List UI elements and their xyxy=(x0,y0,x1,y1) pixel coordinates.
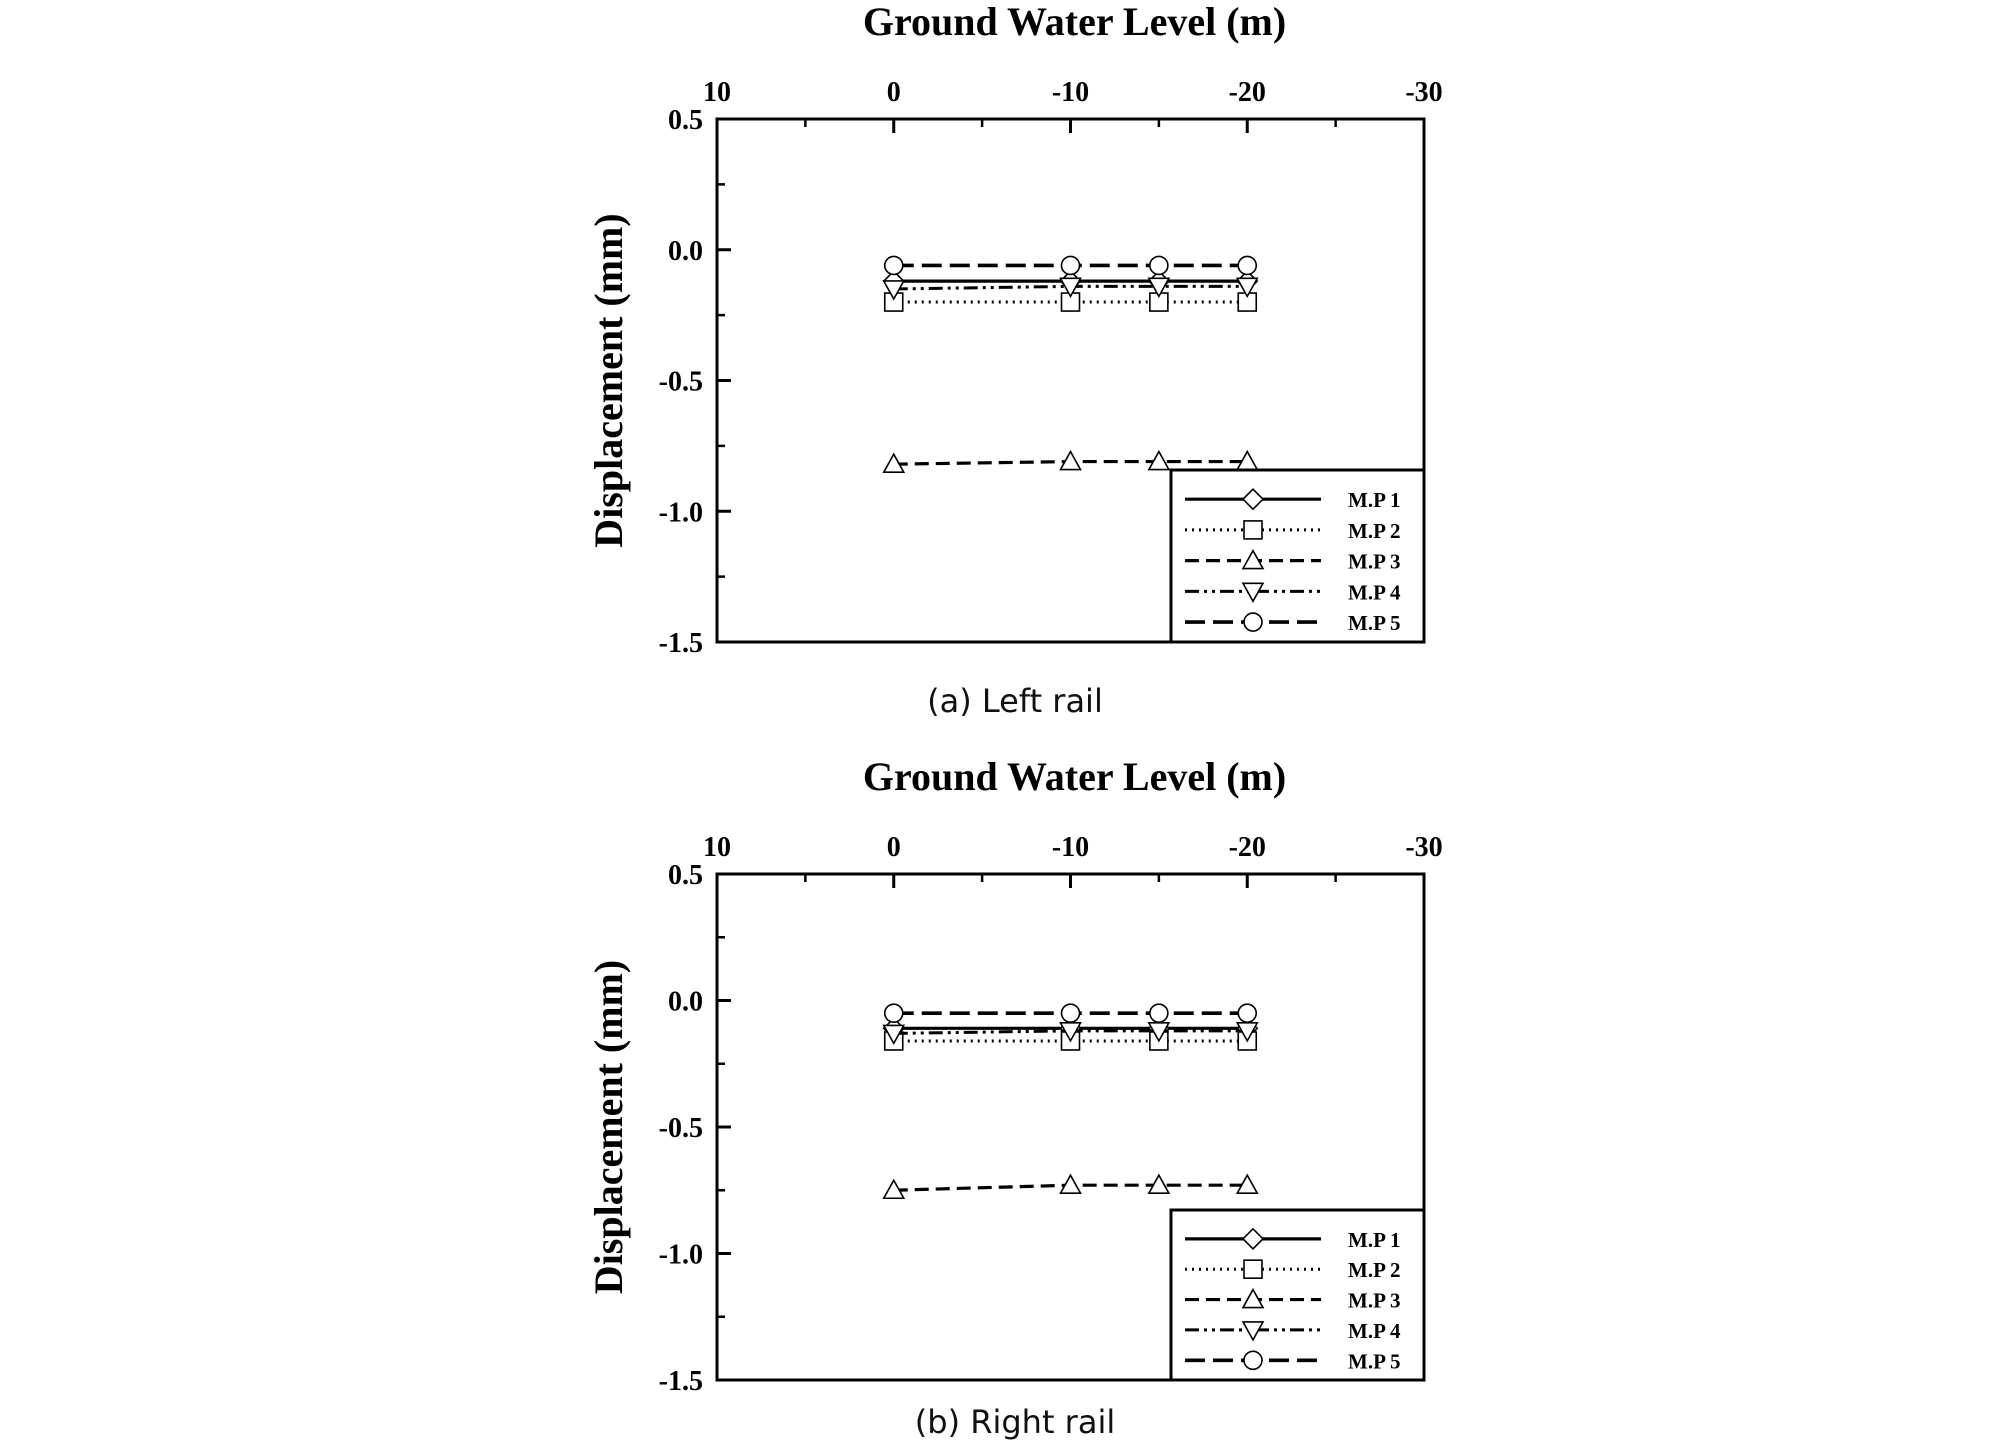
legend-marker xyxy=(1243,1350,1263,1371)
legend-item: M.P 3 xyxy=(1185,1287,1401,1313)
x-tick-label: -20 xyxy=(1229,832,1266,863)
legend-label: M.P 4 xyxy=(1348,580,1401,604)
legend-item: M.P 1 xyxy=(1185,488,1401,512)
legend-marker xyxy=(1241,1321,1265,1342)
y-tick-label: 0.5 xyxy=(668,860,703,891)
data-point-marker xyxy=(882,452,906,473)
top-axis-title: Ground Water Level (m) xyxy=(863,0,1286,44)
data-point-marker xyxy=(1060,1003,1081,1023)
legend-item: M.P 4 xyxy=(1185,580,1401,604)
legend-marker xyxy=(1243,520,1263,540)
legend-item: M.P 1 xyxy=(1185,1227,1401,1252)
legend-label: M.P 3 xyxy=(1348,550,1401,574)
series-4 xyxy=(882,277,1259,301)
series-3 xyxy=(882,1173,1259,1200)
series-line xyxy=(893,1029,1248,1035)
top-axis-title: Ground Water Level (m) xyxy=(863,754,1286,799)
y-tick-label: -1.5 xyxy=(659,1366,703,1397)
x-tick-label: -10 xyxy=(1052,832,1089,863)
data-point-marker xyxy=(1060,255,1081,276)
legend-label: M.P 4 xyxy=(1348,1319,1401,1343)
data-point-marker xyxy=(1147,1173,1171,1194)
series-4 xyxy=(882,1022,1259,1046)
x-tick-label: 10 xyxy=(703,832,731,863)
series-line xyxy=(893,459,1248,466)
legend-label: M.P 1 xyxy=(1348,1228,1401,1252)
x-tick-label: -10 xyxy=(1052,77,1089,108)
data-point-marker xyxy=(882,280,906,301)
x-tick-label: -20 xyxy=(1229,77,1266,108)
legend-item: M.P 5 xyxy=(1185,611,1401,635)
series-5 xyxy=(883,1003,1258,1023)
x-tick-label: 0 xyxy=(887,77,901,108)
legend-marker xyxy=(1243,612,1263,632)
legend-item: M.P 5 xyxy=(1185,1349,1401,1373)
legend-label: M.P 5 xyxy=(1348,1349,1401,1373)
chart-panel-b: Ground Water Level (m) 10 0 -10 -20 -30 0.5 0.0… xyxy=(586,754,1443,1440)
y-tick-label: -1.0 xyxy=(659,497,703,528)
series-5 xyxy=(883,255,1258,276)
y-tick-label: -0.5 xyxy=(659,367,703,398)
series-2 xyxy=(883,292,1258,312)
data-point-marker xyxy=(1059,277,1082,299)
legend-item: M.P 4 xyxy=(1185,1319,1401,1343)
legend: M.P 1 M.P 2 M.P 3 M.P 4 M.P 5 xyxy=(1169,468,1426,644)
y-tick-label: -1.5 xyxy=(659,628,703,659)
legend-marker xyxy=(1243,1259,1263,1279)
data-point-marker xyxy=(883,255,904,276)
x-tick-label: 10 xyxy=(703,77,731,108)
data-point-marker xyxy=(1059,449,1082,471)
legend-label: M.P 3 xyxy=(1348,1289,1401,1313)
series-line xyxy=(893,1183,1248,1192)
x-tick-label: 0 xyxy=(887,832,901,863)
y-tick-label: 0.5 xyxy=(668,105,703,136)
y-axis-label: Displacement (mm) xyxy=(586,213,631,547)
y-tick-label: -1.0 xyxy=(659,1240,703,1271)
y-tick-label: -0.5 xyxy=(659,1113,703,1144)
data-point-marker xyxy=(1059,1173,1082,1194)
legend-label: M.P 1 xyxy=(1348,488,1401,512)
data-point-marker xyxy=(1235,277,1259,299)
panel-caption: (a) Left rail xyxy=(927,682,1103,720)
legend-marker xyxy=(1241,1287,1265,1309)
legend-label: M.P 5 xyxy=(1348,611,1401,635)
data-point-marker xyxy=(1149,1003,1169,1023)
legend-label: M.P 2 xyxy=(1348,1258,1401,1282)
legend-marker xyxy=(1241,582,1265,603)
data-point-marker xyxy=(882,1178,906,1200)
legend-item: M.P 3 xyxy=(1185,548,1401,574)
data-point-marker xyxy=(1147,277,1171,299)
legend-marker xyxy=(1241,1227,1265,1250)
data-point-marker xyxy=(1235,1173,1259,1194)
x-tick-label: -30 xyxy=(1405,832,1442,863)
series-3 xyxy=(882,449,1259,473)
y-tick-label: 0.0 xyxy=(668,987,703,1018)
chart-panel-a: Ground Water Level (m) 10 0 -10 -20 -30 0.5 0.0… xyxy=(586,0,1443,720)
data-point-marker xyxy=(882,1024,906,1046)
legend-marker xyxy=(1241,488,1265,511)
legend: M.P 1 M.P 2 M.P 3 M.P 4 M.P 5 xyxy=(1169,1208,1426,1382)
legend-marker xyxy=(1241,548,1265,570)
legend-item: M.P 2 xyxy=(1185,1258,1401,1282)
data-point-marker xyxy=(1147,449,1171,471)
x-tick-label: -30 xyxy=(1405,77,1442,108)
y-axis-label: Displacement (mm) xyxy=(586,960,631,1294)
data-point-marker xyxy=(1149,255,1169,276)
legend-item: M.P 2 xyxy=(1185,519,1401,543)
y-tick-label: 0.0 xyxy=(668,236,703,267)
data-point-marker xyxy=(1237,1003,1258,1023)
series-line xyxy=(893,284,1248,291)
data-point-marker xyxy=(1237,255,1258,276)
panel-caption: (b) Right rail xyxy=(915,1403,1115,1440)
legend-label: M.P 2 xyxy=(1348,519,1401,543)
data-point-marker xyxy=(883,1003,904,1023)
